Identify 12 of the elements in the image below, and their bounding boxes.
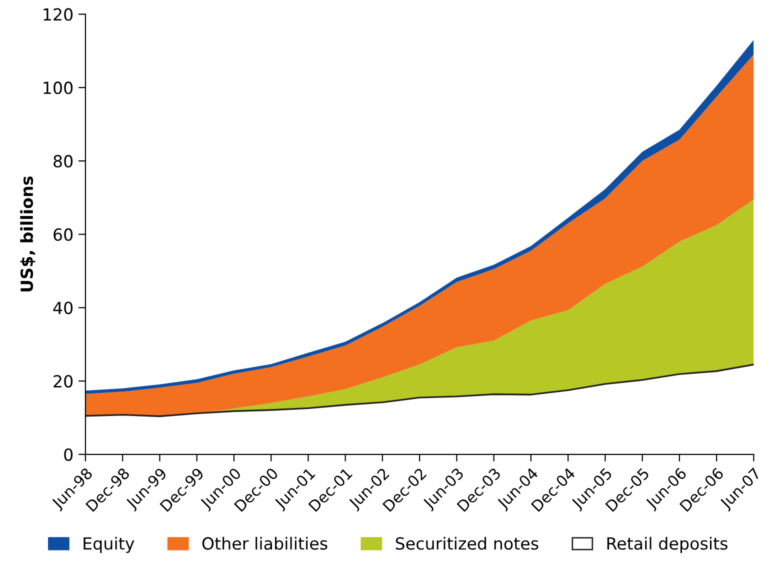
y-tick-label: 80: [54, 154, 73, 168]
y-axis-title: US$, billions: [20, 176, 36, 292]
y-tick-label: 20: [54, 374, 73, 388]
legend-label: Retail deposits: [607, 536, 728, 553]
legend-label: Equity: [84, 536, 134, 553]
legend-label: Securitized notes: [396, 536, 538, 550]
y-tick-label: 100: [44, 82, 73, 94]
y-tick-label: 0: [64, 448, 73, 461]
y-tick-label: 60: [54, 228, 73, 241]
y-tick-label: 120: [44, 8, 73, 21]
y-tick-label: 40: [53, 302, 73, 314]
legend-label: Other liabilities: [202, 536, 328, 550]
